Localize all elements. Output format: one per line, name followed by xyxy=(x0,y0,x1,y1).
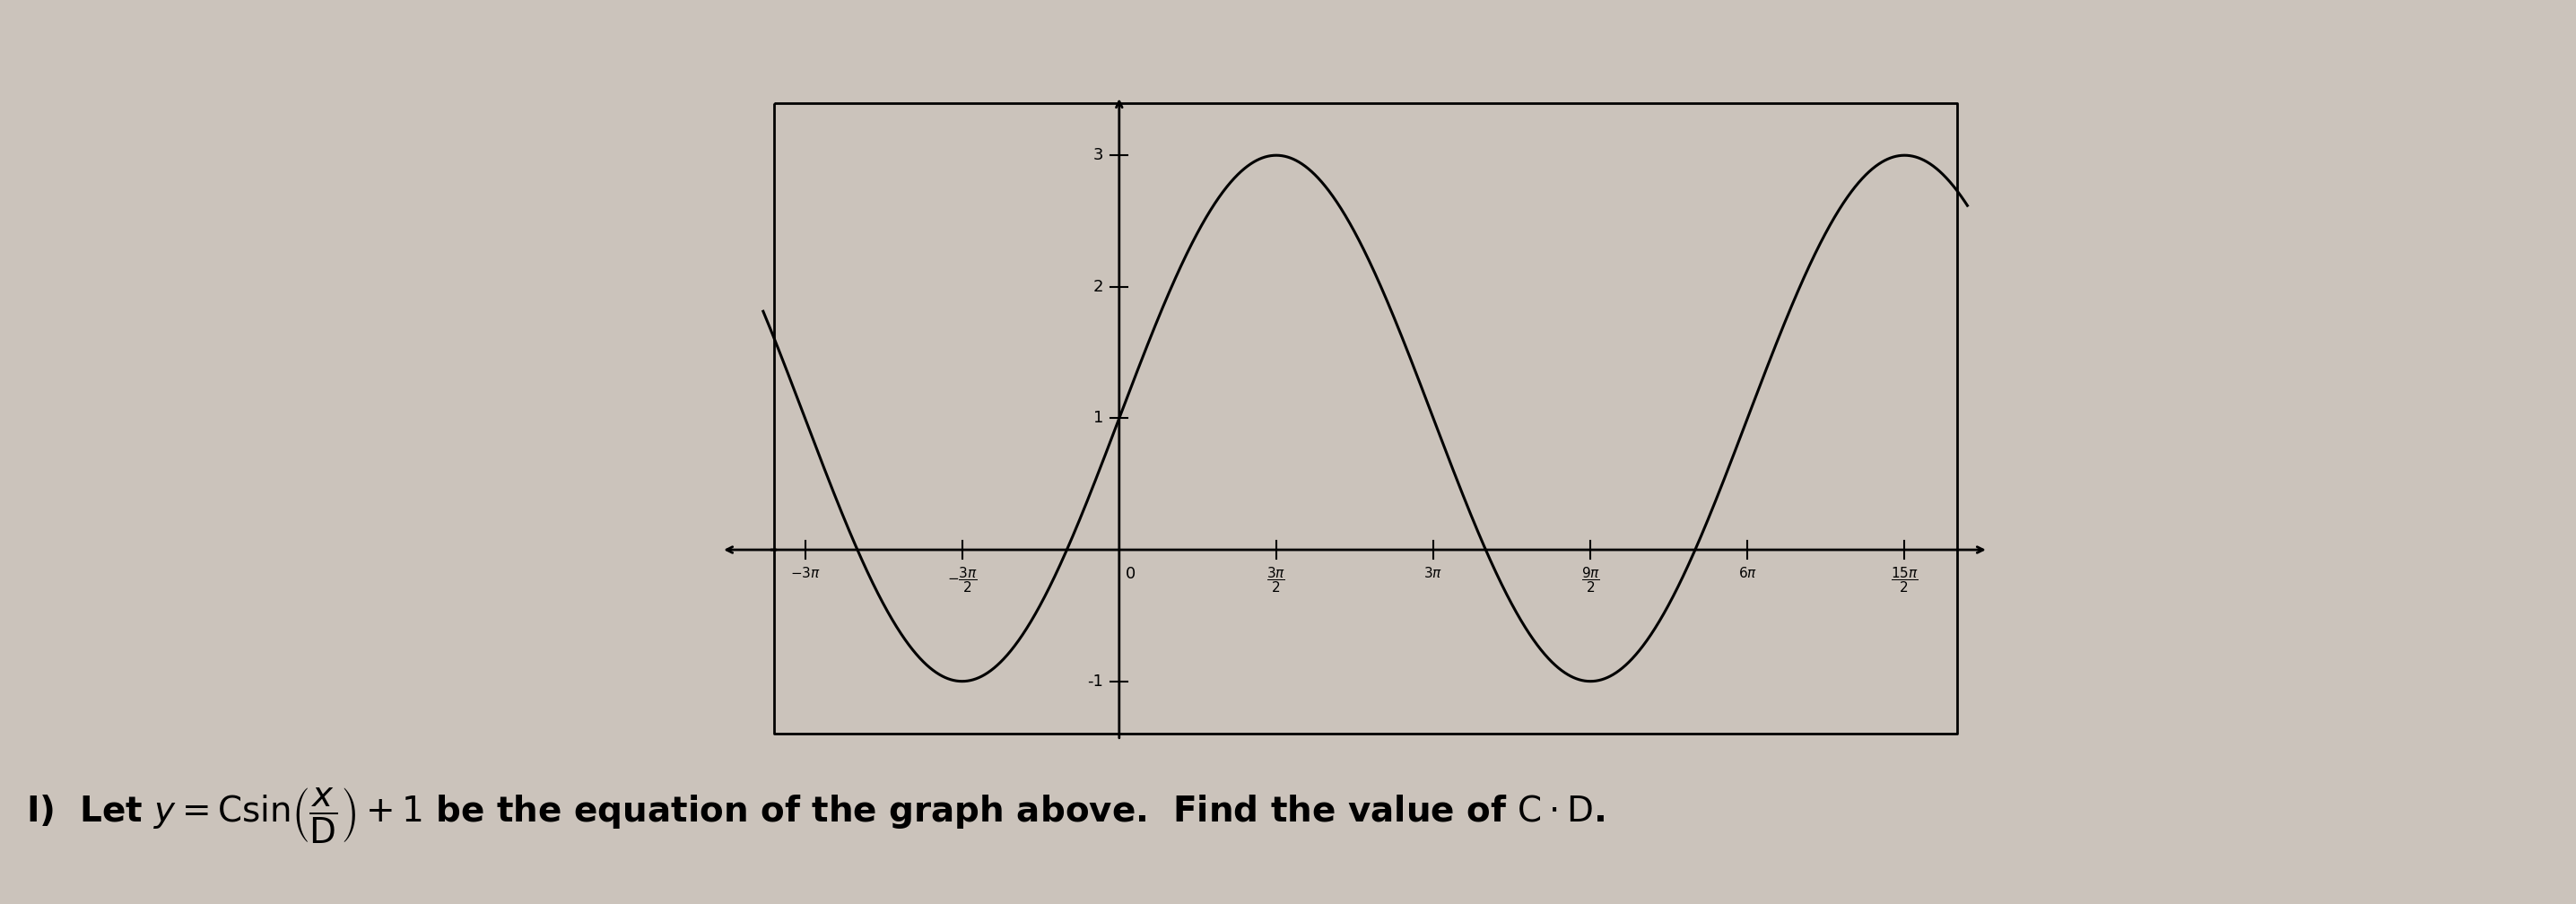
Text: I)  Let $y = \mathrm{C}\sin\!\left(\dfrac{x}{\mathrm{D}}\right) + 1$ be the equa: I) Let $y = \mathrm{C}\sin\!\left(\dfrac… xyxy=(26,786,1605,846)
Text: $\dfrac{15\pi}{2}$: $\dfrac{15\pi}{2}$ xyxy=(1891,566,1919,595)
Text: $6\pi$: $6\pi$ xyxy=(1739,566,1757,580)
Text: $3\pi$: $3\pi$ xyxy=(1425,566,1443,580)
Text: -1: -1 xyxy=(1087,673,1103,690)
Text: 3: 3 xyxy=(1092,147,1103,164)
Text: 0: 0 xyxy=(1126,566,1136,581)
Text: $-3\pi$: $-3\pi$ xyxy=(791,566,819,580)
Text: 2: 2 xyxy=(1092,278,1103,295)
Text: $\dfrac{9\pi}{2}$: $\dfrac{9\pi}{2}$ xyxy=(1582,566,1600,595)
Text: $\dfrac{3\pi}{2}$: $\dfrac{3\pi}{2}$ xyxy=(1267,566,1285,595)
Text: 1: 1 xyxy=(1092,410,1103,427)
Text: $-\dfrac{3\pi}{2}$: $-\dfrac{3\pi}{2}$ xyxy=(948,566,976,595)
